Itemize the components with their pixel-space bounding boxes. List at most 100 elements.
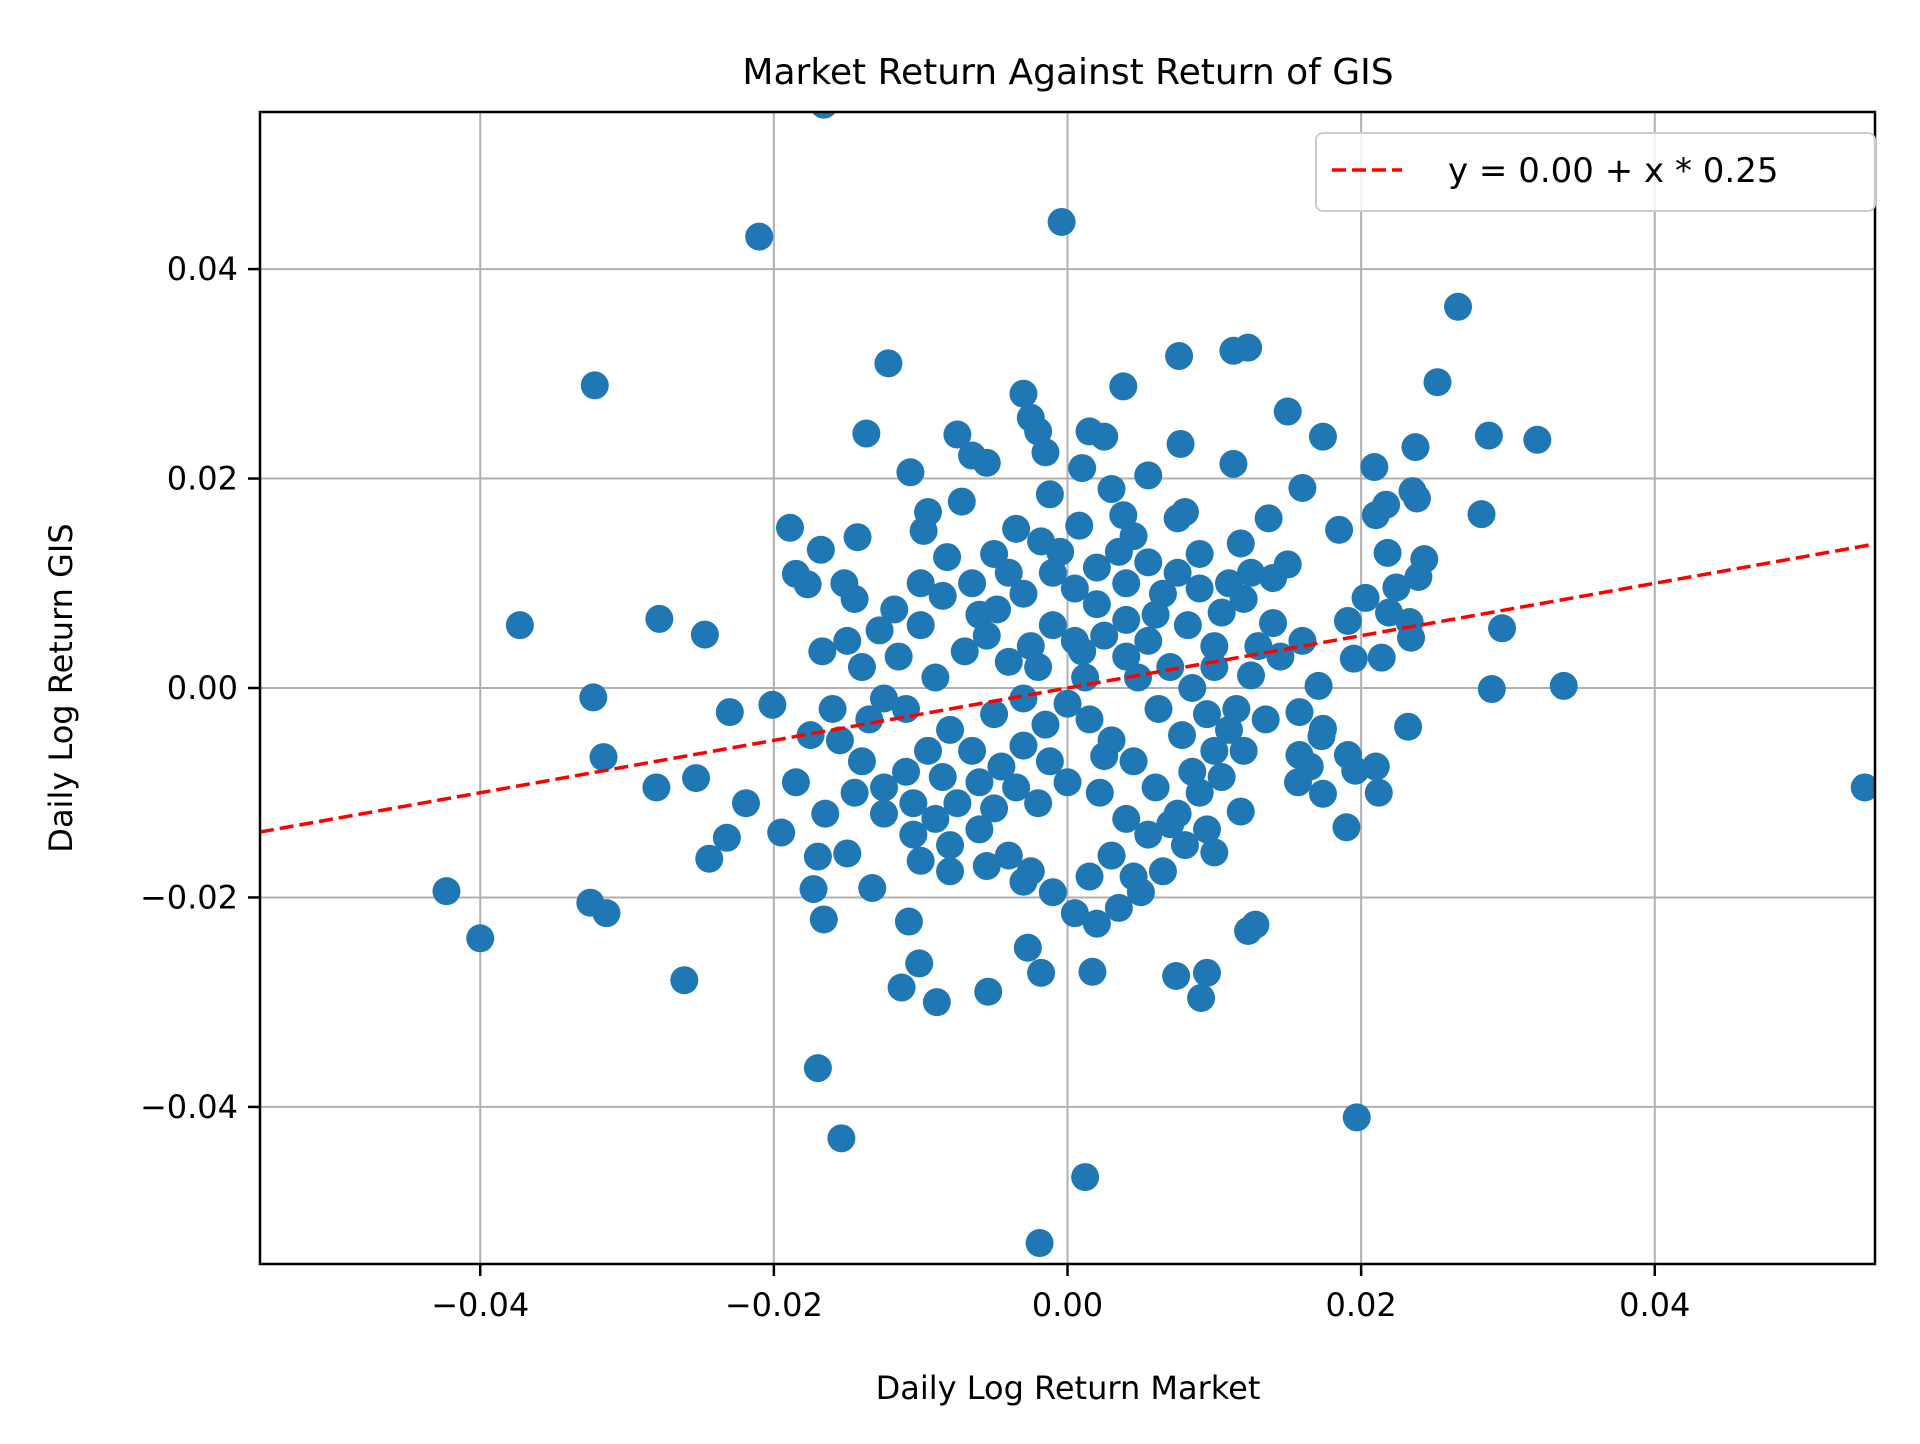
data-point [943,420,972,449]
data-point [1200,653,1229,682]
data-point [1090,422,1119,451]
x-tick-label: 0.04 [1619,1286,1690,1324]
y-tick-label: −0.04 [140,1088,238,1126]
data-point [1325,515,1354,544]
data-point [1075,862,1104,891]
data-point [1273,550,1302,579]
data-point [745,222,774,251]
data-point [855,705,884,734]
data-point [1259,609,1288,638]
data-point [1104,537,1133,566]
data-point [715,698,744,727]
data-point [1025,1229,1054,1258]
data-point [1009,379,1038,408]
data-point [1144,694,1173,723]
data-point [1488,614,1517,643]
data-point [1156,653,1185,682]
data-point [1467,500,1496,529]
data-point [1361,752,1390,781]
data-point [806,535,835,564]
y-tick-label: −0.02 [140,878,238,916]
data-point [865,616,894,645]
legend: y = 0.00 + x * 0.25 [1315,132,1876,212]
y-axis-label: Daily Log Return GIS [42,523,80,852]
data-point [980,539,1009,568]
data-point [1156,810,1185,839]
data-point [884,642,913,671]
data-point [1192,958,1221,987]
data-point [847,653,876,682]
data-point [1178,757,1207,786]
data-point [933,543,962,572]
scatter-points [432,112,1875,1258]
data-point [1332,813,1361,842]
data-point [1090,742,1119,771]
y-tick-label: 0.00 [167,669,238,707]
data-point [1024,789,1053,818]
data-point [1060,899,1089,928]
data-point [1134,461,1163,490]
x-axis-label: Daily Log Return Market [876,1369,1261,1407]
data-point [1109,501,1138,530]
regression-line [260,542,1875,834]
data-point [1237,661,1266,690]
data-point [943,789,972,818]
data-point [1168,721,1197,750]
data-point [974,977,1003,1006]
data-point [466,924,495,953]
data-point [950,637,979,666]
data-point [731,789,760,818]
data-point [1013,933,1042,962]
data-point [1065,511,1094,540]
data-point [994,647,1023,676]
data-point [1060,574,1089,603]
data-point [811,112,836,119]
data-point [1360,453,1389,482]
data-point [1207,763,1236,792]
data-point [1850,773,1875,802]
data-point [947,487,976,516]
data-point [811,799,840,828]
data-point [1027,958,1056,987]
data-point [1038,611,1067,640]
data-point [1333,606,1362,635]
data-point [580,371,609,400]
data-point [1082,590,1111,619]
data-point [1141,600,1170,629]
data-point [1474,421,1503,450]
data-point [880,595,909,624]
data-point [1009,579,1038,608]
data-point [579,683,608,712]
data-point [1382,573,1411,602]
data-point [1477,675,1506,704]
data-point [1047,207,1076,236]
data-point [1053,768,1082,797]
data-point [1097,841,1126,870]
data-point [690,620,719,649]
data-point [1148,857,1177,886]
data-point [803,842,832,871]
data-point [840,584,869,613]
data-point [1009,684,1038,713]
data-point [833,626,862,655]
data-point [1104,893,1133,922]
data-point [906,846,935,875]
data-point [852,419,881,448]
data-point [1397,623,1426,652]
data-point [1141,773,1170,802]
data-point [1112,642,1141,671]
data-point [869,684,898,713]
data-point [1046,537,1075,566]
data-point [1166,429,1195,458]
data-point [1367,643,1396,672]
data-point [642,773,671,802]
data-point [1109,372,1138,401]
data-point [1215,569,1243,598]
data-point [1035,480,1064,509]
data-point [928,763,957,792]
data-point [781,768,810,797]
data-point [1112,804,1141,833]
data-point [896,458,925,487]
data-point [843,523,872,552]
data-point [589,743,618,772]
